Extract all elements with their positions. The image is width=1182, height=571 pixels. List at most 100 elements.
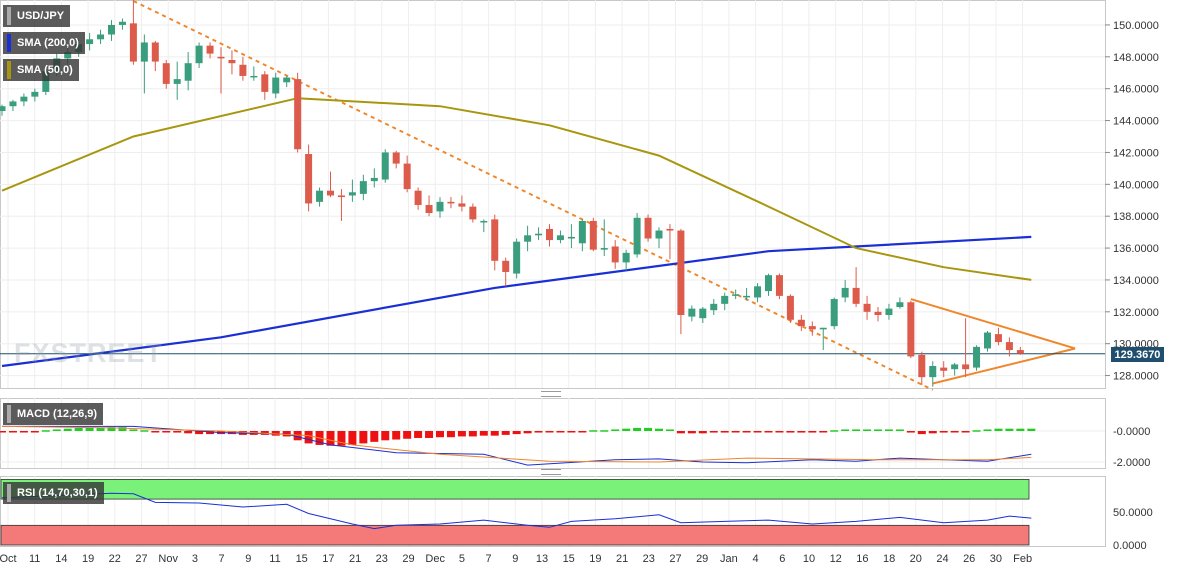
candle-body bbox=[885, 308, 893, 315]
macd-histogram-bar bbox=[140, 430, 149, 432]
x-tick-label: 20 bbox=[910, 553, 922, 565]
candle-body bbox=[524, 235, 532, 242]
x-tick-label: 17 bbox=[322, 553, 334, 565]
x-tick-label: 11 bbox=[269, 553, 280, 565]
candle-body bbox=[261, 74, 269, 92]
sma200-legend[interactable]: SMA (200,0) bbox=[3, 32, 85, 54]
x-tick-label: 30 bbox=[990, 553, 1002, 565]
macd-histogram-bar bbox=[819, 431, 828, 433]
candle-body bbox=[64, 52, 72, 59]
candle-body bbox=[973, 346, 981, 368]
macd-histogram-bar bbox=[534, 431, 543, 433]
candle-body bbox=[852, 287, 860, 304]
y-tick-label: 148.0000 bbox=[1113, 52, 1159, 64]
watermark: FXSTREET bbox=[14, 338, 164, 368]
macd-histogram-bar bbox=[162, 431, 171, 433]
candle-body bbox=[140, 42, 148, 62]
x-tick-label: Nov bbox=[158, 553, 178, 565]
candle-body bbox=[272, 77, 280, 94]
macd-legend[interactable]: MACD (12,26,9) bbox=[3, 403, 104, 425]
candle-body bbox=[984, 332, 991, 349]
y-tick-label: 50.0000 bbox=[1113, 507, 1153, 519]
macd-histogram-bar bbox=[928, 431, 937, 434]
macd-histogram-bar bbox=[698, 431, 707, 434]
candle-body bbox=[677, 230, 685, 315]
candle-body bbox=[348, 192, 356, 196]
candle-body bbox=[359, 181, 367, 194]
y-tick-label: 0.0000 bbox=[1113, 540, 1147, 552]
macd-histogram-bar bbox=[468, 431, 477, 437]
candle-body bbox=[940, 367, 948, 371]
rsi-line bbox=[1, 492, 1032, 530]
candle-body bbox=[20, 96, 28, 102]
macd-histogram-bar bbox=[545, 431, 554, 433]
candle-body bbox=[732, 294, 740, 296]
macd-histogram-bar bbox=[490, 431, 499, 436]
candle-body bbox=[283, 77, 291, 83]
macd-histogram-bar bbox=[63, 428, 72, 431]
macd-histogram-bar bbox=[906, 431, 915, 433]
macd-histogram-bar bbox=[676, 431, 685, 434]
x-tick-label: 4 bbox=[753, 553, 759, 565]
last-price-tag: 129.3670 bbox=[1111, 347, 1164, 362]
rsi-panel bbox=[1, 492, 1032, 530]
candle-body bbox=[1005, 342, 1013, 351]
candle-body bbox=[370, 177, 378, 182]
macd-histogram-bar bbox=[19, 431, 28, 433]
macd-histogram-bar bbox=[863, 429, 872, 431]
x-tick-label: 22 bbox=[109, 553, 121, 565]
macd-histogram-bar bbox=[381, 431, 390, 441]
candle-body bbox=[327, 190, 334, 196]
macd-histogram-bar bbox=[950, 431, 959, 433]
legend-swatch bbox=[7, 61, 11, 79]
macd-histogram-bar bbox=[30, 431, 39, 433]
candle-body bbox=[819, 327, 827, 330]
candle-body bbox=[951, 364, 959, 370]
candle-body bbox=[217, 56, 225, 59]
candle-body bbox=[294, 79, 302, 150]
macd-histogram-bar bbox=[206, 431, 215, 435]
sma50-legend[interactable]: SMA (50,0) bbox=[3, 59, 79, 81]
macd-histogram-bar bbox=[74, 427, 83, 431]
macd-histogram-bar bbox=[414, 431, 423, 438]
candle-body bbox=[655, 230, 663, 239]
symbol-legend[interactable]: USD/JPY bbox=[3, 5, 71, 27]
macd-histogram-bar bbox=[939, 431, 948, 433]
macd-histogram-bar bbox=[556, 431, 565, 433]
x-tick-label: 7 bbox=[219, 553, 225, 565]
candle-body bbox=[403, 163, 411, 190]
candle-body bbox=[633, 217, 641, 255]
trendline bbox=[932, 347, 1076, 385]
rsi-overbought-zone bbox=[0, 478, 1030, 500]
macd-histogram-bar bbox=[326, 431, 335, 446]
macd-histogram-bar bbox=[1027, 428, 1036, 431]
rsi-legend[interactable]: RSI (14,70,30,1) bbox=[3, 482, 104, 504]
candle-body bbox=[469, 206, 477, 220]
candle-body bbox=[206, 45, 214, 54]
candle-body bbox=[425, 205, 433, 213]
macd-line bbox=[2, 425, 1032, 466]
macd-histogram-bar bbox=[8, 431, 17, 433]
candle-body bbox=[535, 233, 543, 236]
pane-resize-handle[interactable] bbox=[541, 391, 561, 397]
pane-resize-handle[interactable] bbox=[541, 469, 561, 475]
macd-label: MACD (12,26,9) bbox=[17, 408, 98, 420]
macd-histogram-bar bbox=[874, 429, 882, 431]
candle-body bbox=[414, 190, 422, 206]
legend-swatch bbox=[7, 405, 11, 423]
x-tick-label: 19 bbox=[589, 553, 601, 565]
candle-body bbox=[239, 64, 247, 76]
macd-histogram-bar bbox=[501, 431, 510, 435]
x-tick-label: 10 bbox=[803, 553, 815, 565]
candle-body bbox=[129, 23, 137, 62]
sma50-label: SMA (50,0) bbox=[17, 64, 73, 76]
macd-histogram-bar bbox=[895, 429, 904, 431]
candle-body bbox=[644, 217, 652, 239]
candle-body bbox=[896, 302, 904, 308]
y-tick-label: 136.0000 bbox=[1113, 243, 1159, 255]
x-tick-label: Jan bbox=[720, 553, 738, 565]
macd-histogram-bar bbox=[841, 429, 850, 431]
macd-histogram-bar bbox=[479, 431, 488, 436]
rsi-bands bbox=[0, 478, 1030, 546]
axes: Oct 11 14 19 22 27 Nov 3 7 9 11 15 17 21 23 29 Dec 5 7 9 13 1… bbox=[0, 20, 1159, 565]
